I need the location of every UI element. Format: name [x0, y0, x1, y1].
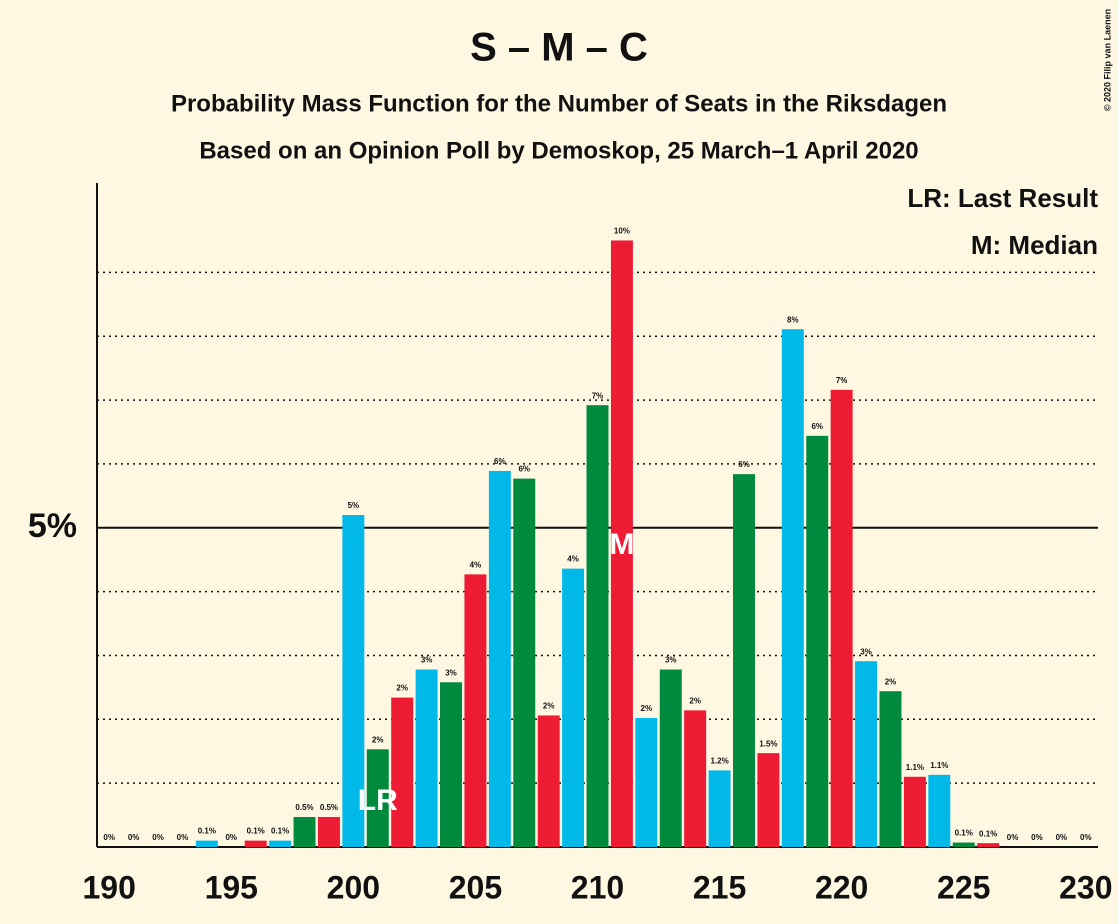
legend-entry: M: Median [971, 230, 1098, 260]
value-label: 7% [836, 376, 848, 385]
value-label: 3% [421, 656, 433, 665]
bar [635, 718, 658, 847]
value-label: 2% [885, 677, 897, 686]
value-label: 10% [614, 227, 630, 236]
bar [781, 329, 804, 847]
value-label: 4% [567, 555, 579, 564]
value-label: 6% [494, 457, 506, 466]
annotation: M [609, 528, 634, 561]
bar [684, 710, 707, 847]
bar [830, 389, 853, 847]
x-tick-label: 200 [327, 869, 380, 905]
bar [513, 478, 536, 847]
chart-subtitle: Probability Mass Function for the Number… [171, 90, 947, 117]
value-label: 1.1% [906, 763, 924, 772]
bar [269, 840, 292, 847]
value-label: 0.1% [979, 829, 997, 838]
x-tick-label: 210 [571, 869, 624, 905]
bar [733, 474, 755, 847]
value-label: 6% [738, 460, 750, 469]
bar [855, 661, 878, 847]
value-label: 0.1% [247, 827, 265, 836]
annotation: LR [358, 784, 398, 817]
copyright: © 2020 Filip van Laenen [1102, 9, 1112, 111]
value-label: 2% [641, 704, 653, 713]
x-tick-label: 195 [205, 869, 258, 905]
bar [195, 840, 218, 847]
value-label: 2% [689, 696, 701, 705]
value-label: 2% [396, 684, 408, 693]
value-label: 0% [1056, 833, 1068, 842]
x-tick-label: 215 [693, 869, 746, 905]
value-label: 0% [152, 833, 164, 842]
bar [977, 843, 1000, 847]
value-label: 3% [860, 647, 872, 656]
bar [415, 669, 438, 847]
chart-title: S – M – C [470, 26, 648, 70]
bar [903, 776, 926, 847]
value-label: 0.5% [320, 803, 338, 812]
bar [317, 816, 340, 847]
legend-entry: LR: Last Result [907, 183, 1098, 213]
value-label: 4% [470, 560, 482, 569]
bar [708, 770, 731, 847]
value-label: 0% [225, 833, 237, 842]
bar [562, 568, 585, 847]
bar [586, 405, 609, 847]
bar [464, 574, 487, 847]
value-label: 0% [1031, 833, 1043, 842]
bar [610, 240, 633, 847]
value-label: 0% [1080, 833, 1092, 842]
bar [293, 816, 316, 847]
bar [928, 774, 951, 847]
value-label: 0% [128, 833, 140, 842]
bar [757, 753, 780, 847]
bar [952, 842, 975, 847]
bar [879, 691, 902, 847]
bar [806, 435, 829, 847]
bar [659, 669, 682, 847]
chart-subtitle: Based on an Opinion Poll by Demoskop, 25… [199, 137, 918, 164]
value-label: 1.2% [710, 756, 728, 765]
value-label: 3% [665, 656, 677, 665]
value-label: 6% [811, 422, 823, 431]
value-label: 6% [518, 465, 530, 474]
value-label: 1.5% [759, 739, 777, 748]
y-tick-label: 5% [28, 507, 77, 545]
bar [537, 715, 560, 847]
value-label: 7% [592, 391, 604, 400]
bar [488, 470, 511, 847]
value-label: 0% [177, 833, 189, 842]
x-tick-label: 230 [1059, 869, 1112, 905]
value-label: 5% [348, 501, 360, 510]
bar [342, 515, 365, 847]
x-tick-label: 205 [449, 869, 502, 905]
value-label: 0.1% [198, 827, 216, 836]
value-label: 0.1% [271, 827, 289, 836]
bar [244, 840, 267, 847]
bar [440, 682, 462, 847]
value-label: 0.1% [955, 829, 973, 838]
value-label: 8% [787, 315, 799, 324]
x-tick-label: 225 [937, 869, 990, 905]
value-label: 0% [103, 833, 115, 842]
bar [366, 749, 389, 847]
x-tick-label: 190 [83, 869, 136, 905]
value-label: 1.1% [930, 761, 948, 770]
bar [391, 697, 414, 847]
value-label: 0% [1007, 833, 1019, 842]
x-tick-label: 220 [815, 869, 868, 905]
value-label: 2% [372, 735, 384, 744]
value-label: 2% [543, 702, 555, 711]
value-label: 0.5% [295, 803, 313, 812]
value-label: 3% [445, 668, 457, 677]
